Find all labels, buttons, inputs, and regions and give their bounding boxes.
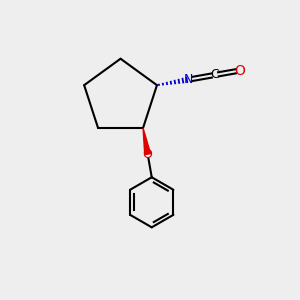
Polygon shape: [143, 128, 151, 154]
Text: N: N: [184, 73, 194, 86]
Text: C: C: [211, 68, 219, 81]
Text: O: O: [234, 64, 245, 78]
Text: O: O: [143, 148, 153, 160]
